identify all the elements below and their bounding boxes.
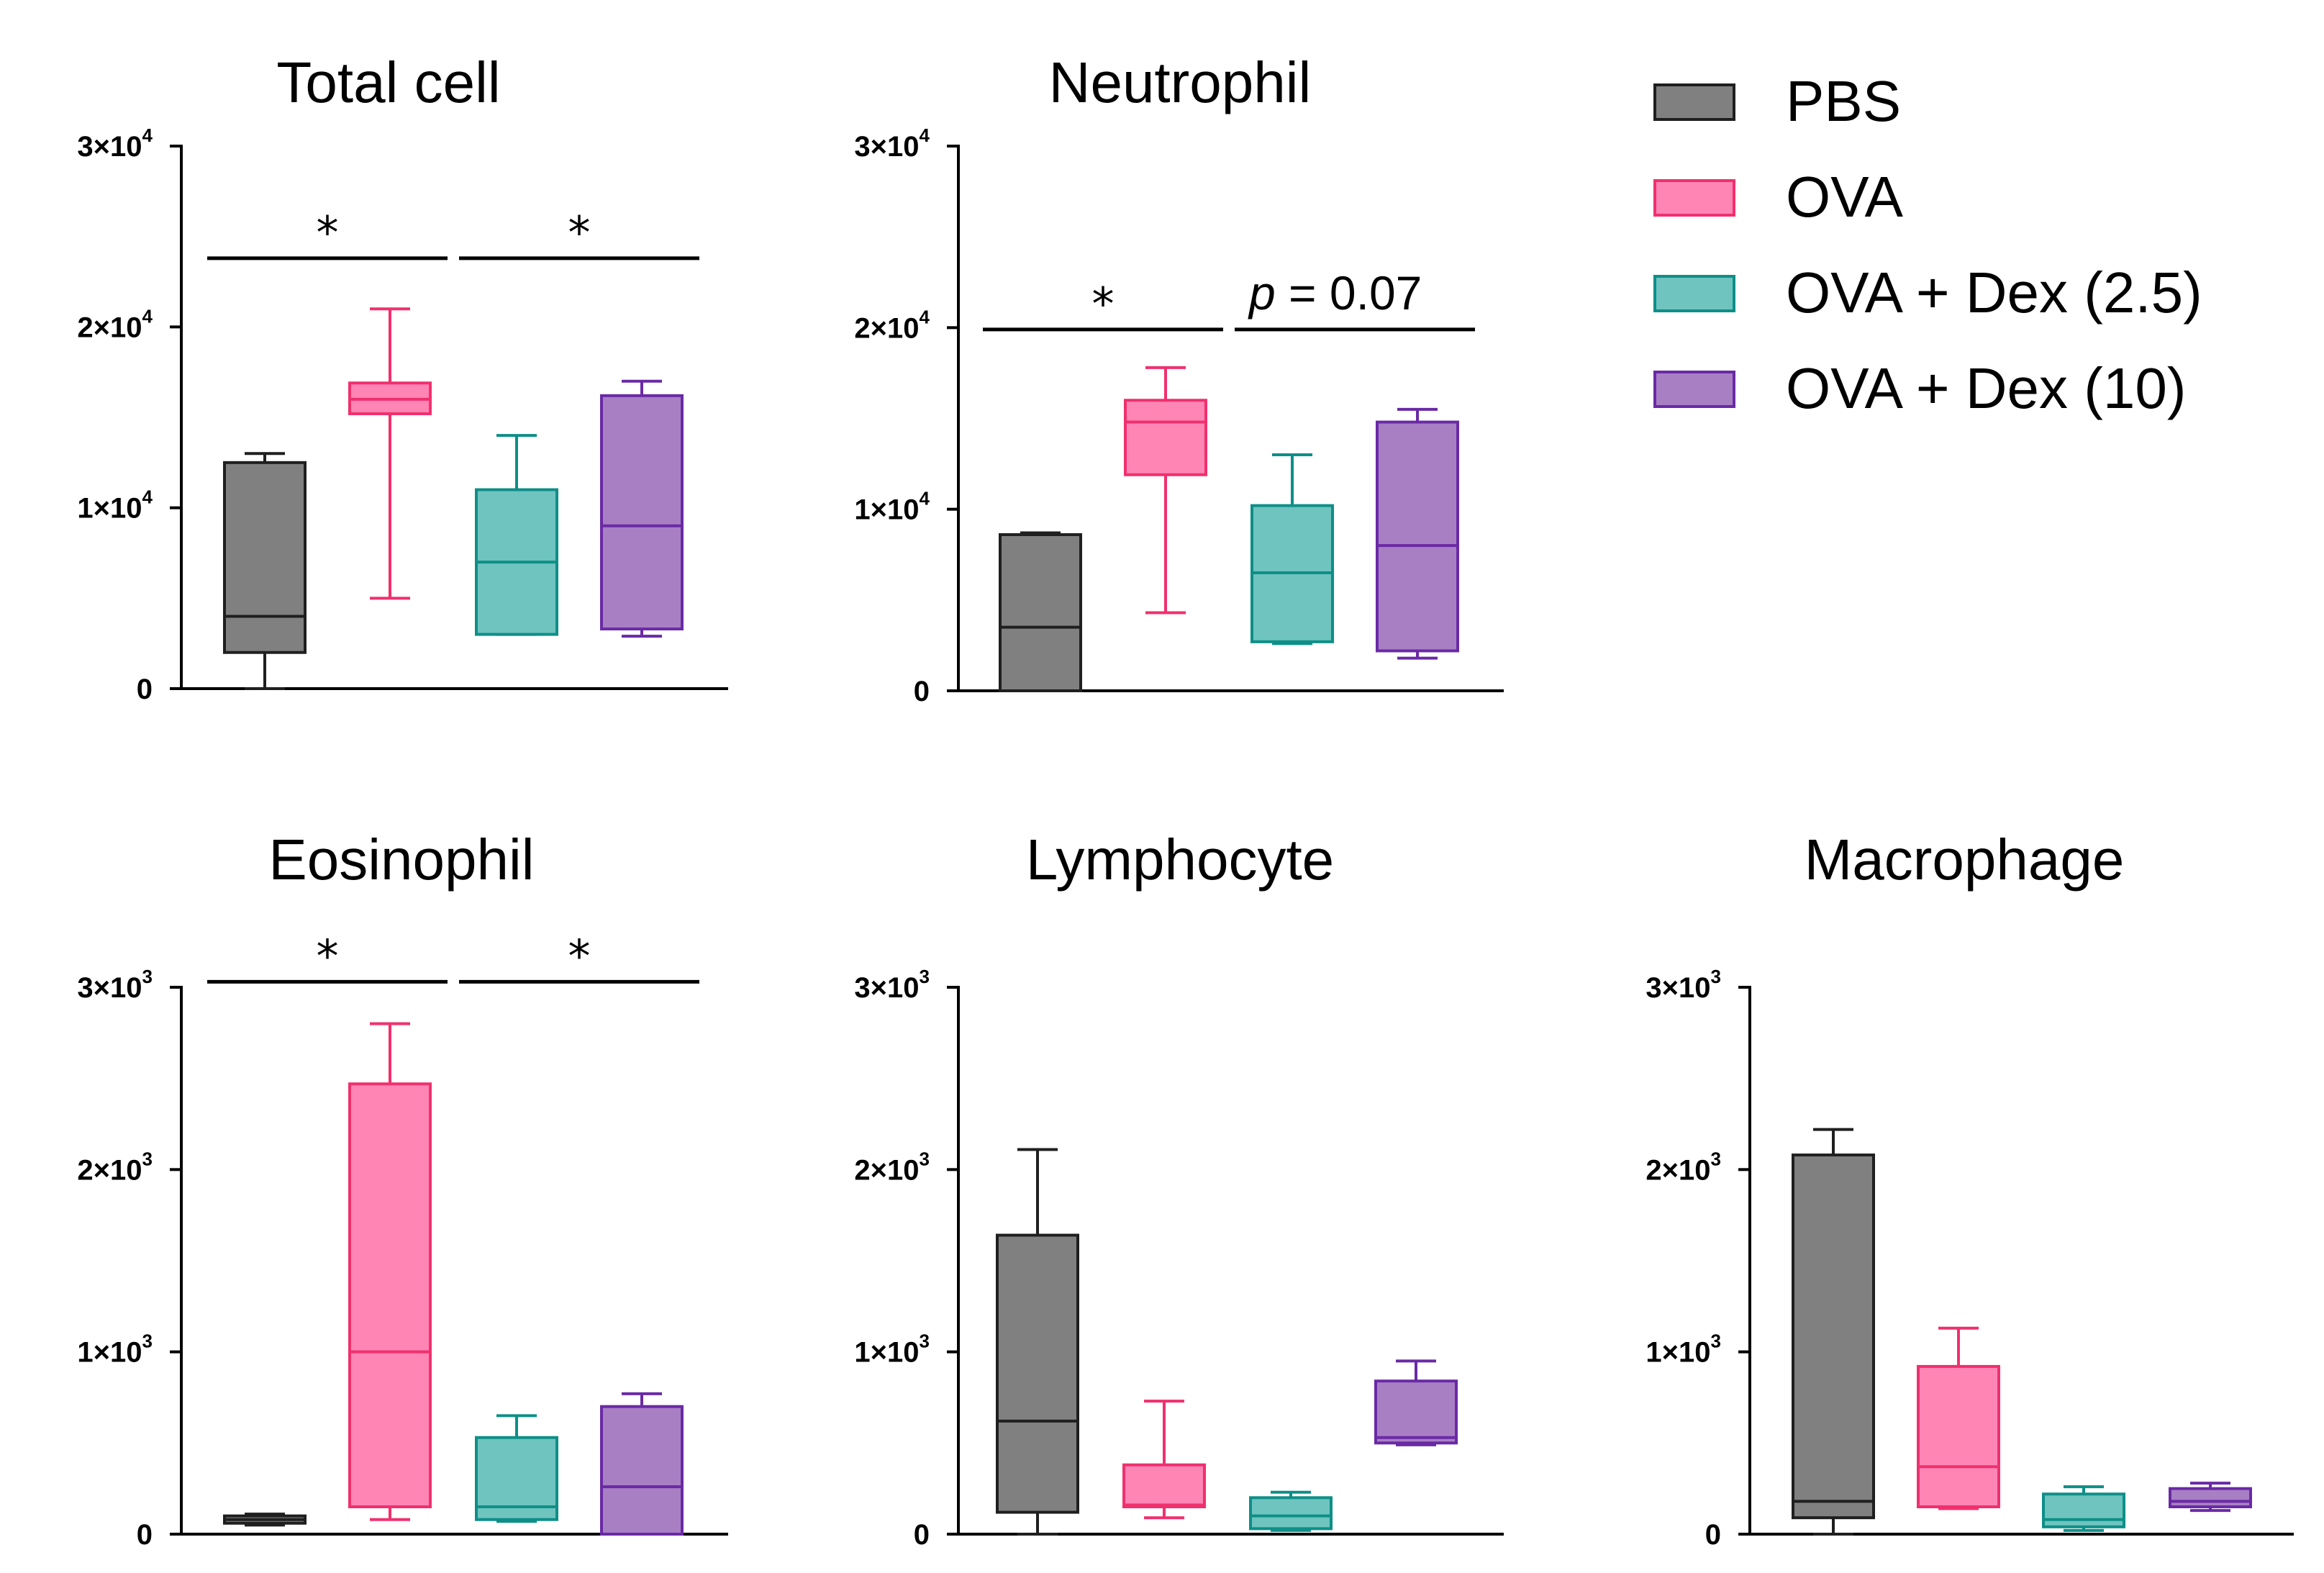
y-tick-label: 2×104: [77, 305, 153, 343]
legend-label: OVA + Dex (2.5): [1786, 260, 2202, 325]
box-iqr: [1249, 1496, 1333, 1531]
legend-label: OVA: [1786, 165, 1904, 229]
chart-panel-total-cell: Total cell 0 1×104 2×104 3×104 * *: [77, 50, 728, 705]
box-iqr: [999, 532, 1082, 693]
box-pbs: [996, 1148, 1079, 1536]
significance-star: *: [568, 207, 591, 259]
box-iqr: [1917, 1364, 2000, 1509]
box-ova: [348, 307, 432, 600]
y-tick-label: 0: [1705, 1519, 1721, 1551]
y-tick-label: 3×103: [854, 966, 930, 1004]
y-tick-label: 2×103: [1646, 1148, 1721, 1186]
significance-annotation: p = 0.07: [1235, 266, 1475, 332]
significance-annotation: *: [459, 207, 699, 260]
box-iqr: [1124, 399, 1207, 476]
y-tick-label: 1×104: [77, 486, 153, 525]
legend-swatch: [1653, 371, 1735, 408]
y-tick-label: 3×103: [1646, 966, 1721, 1004]
significance-annotation: *: [207, 207, 448, 260]
box-iqr: [223, 461, 307, 654]
chart-title: Neutrophil: [1049, 50, 1312, 114]
box-pbs: [223, 452, 307, 690]
chart-panel-lymphocyte: Lymphocyte 0 1×103 2×103 3×103: [854, 828, 1504, 1551]
box-iqr: [1122, 1463, 1206, 1508]
box-ova-dex-10: [600, 1392, 684, 1536]
box-ova-dex-2-5: [475, 434, 558, 636]
box-iqr: [600, 1405, 684, 1536]
box-ova-dex-10: [600, 379, 684, 638]
box-ova-dex-2-5: [1250, 453, 1334, 645]
box-iqr: [996, 1233, 1079, 1514]
box-pbs: [223, 1513, 307, 1527]
chart-panel-eosinophil: Eosinophil 0 1×103 2×103 3×103 * *: [77, 828, 728, 1551]
box-ova: [348, 1022, 432, 1521]
y-tick-label: 3×103: [77, 966, 153, 1004]
box-ova-dex-10: [1376, 407, 1459, 660]
legend-item-ova: OVA: [1653, 165, 1904, 229]
y-tick-label: 0: [914, 1519, 930, 1551]
legend-label: PBS: [1786, 69, 1901, 133]
chart-panel-neutrophil: Neutrophil 0 1×104 2×104 3×104 * p = 0.07: [854, 50, 1504, 707]
legend-item-ova-dex-2-5: OVA + Dex (2.5): [1653, 260, 2202, 325]
box-iqr: [2042, 1492, 2125, 1528]
y-tick-label: 2×103: [854, 1148, 930, 1186]
box-ova-dex-2-5: [1249, 1490, 1333, 1532]
significance-annotation: *: [459, 930, 699, 984]
significance-star: *: [317, 207, 339, 259]
box-pbs: [1792, 1128, 1875, 1536]
legend-item-ova-dex-10: OVA + Dex (10): [1653, 356, 2187, 420]
significance-annotation: *: [983, 278, 1223, 332]
box-iqr: [1376, 420, 1459, 653]
y-tick-label: 0: [914, 676, 930, 707]
box-ova: [1124, 366, 1207, 615]
chart-title: Macrophage: [1805, 828, 2125, 892]
chart-title: Total cell: [276, 50, 500, 114]
box-iqr: [2169, 1487, 2252, 1509]
legend-item-pbs: PBS: [1653, 69, 1901, 133]
y-tick-label: 2×103: [77, 1148, 153, 1186]
significance-star: *: [568, 930, 591, 982]
y-tick-label: 1×104: [854, 488, 930, 526]
y-tick-label: 0: [137, 1519, 153, 1551]
box-ova-dex-10: [1374, 1359, 1458, 1446]
chart-title: Eosinophil: [268, 828, 534, 892]
legend-swatch: [1653, 179, 1735, 217]
box-ova-dex-2-5: [2042, 1485, 2125, 1532]
y-tick-label: 3×104: [854, 124, 930, 163]
y-tick-label: 1×103: [77, 1331, 153, 1369]
box-ova-dex-2-5: [475, 1414, 558, 1523]
legend-swatch: [1653, 83, 1735, 121]
significance-star: *: [317, 930, 339, 982]
box-pbs: [999, 531, 1082, 693]
y-tick-label: 1×103: [854, 1331, 930, 1369]
box-iqr: [1792, 1153, 1875, 1520]
legend: PBS OVA OVA + Dex (2.5) OVA + Dex (10): [1653, 69, 2202, 420]
box-ova: [1122, 1400, 1206, 1520]
box-iqr: [1374, 1379, 1458, 1445]
significance-star: *: [1092, 278, 1115, 330]
legend-label: OVA + Dex (10): [1786, 356, 2187, 420]
p-value-label: p = 0.07: [1248, 266, 1422, 319]
box-ova: [1917, 1326, 2000, 1510]
chart-panel-macrophage: Macrophage 0 1×103 2×103 3×103: [1646, 828, 2294, 1551]
y-tick-label: 0: [137, 674, 153, 705]
y-tick-label: 2×104: [854, 306, 930, 344]
y-tick-label: 3×104: [77, 124, 153, 163]
legend-swatch: [1653, 275, 1735, 312]
y-tick-label: 1×103: [1646, 1331, 1721, 1369]
box-iqr: [348, 1082, 432, 1509]
box-ova-dex-10: [2169, 1482, 2252, 1513]
chart-panels: Total cell 0 1×104 2×104 3×104 * * Neutrophil 0 1…: [77, 50, 2294, 1551]
significance-annotation: *: [207, 930, 448, 984]
box-iqr: [600, 394, 684, 631]
chart-title: Lymphocyte: [1026, 828, 1334, 892]
